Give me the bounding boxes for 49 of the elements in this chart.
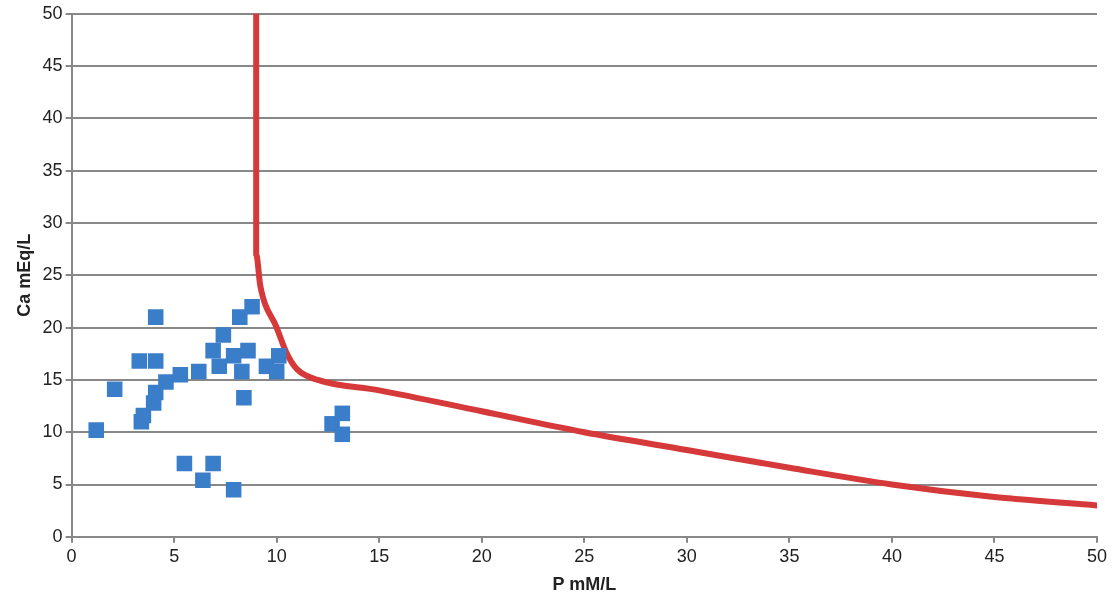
x-tick-label: 0 xyxy=(66,545,77,566)
y-tick-label: 5 xyxy=(52,473,63,494)
x-tick-label: 45 xyxy=(984,545,1005,566)
x-tick-label: 10 xyxy=(266,545,287,566)
x-tick-label: 30 xyxy=(676,545,697,566)
x-tick-label: 20 xyxy=(471,545,492,566)
y-tick-label: 15 xyxy=(42,368,63,389)
x-tick-label: 35 xyxy=(779,545,800,566)
y-tick-label: 35 xyxy=(42,159,63,180)
y-tick-label: 30 xyxy=(42,211,63,232)
point xyxy=(205,455,221,472)
point xyxy=(205,342,221,359)
point xyxy=(234,363,250,380)
y-tick-label: 10 xyxy=(42,421,63,442)
point xyxy=(225,348,242,364)
point xyxy=(244,298,260,315)
point xyxy=(215,327,232,343)
x-tick-label: 25 xyxy=(574,545,595,566)
point xyxy=(190,363,207,380)
point xyxy=(106,381,123,398)
point xyxy=(147,309,164,325)
point xyxy=(225,481,242,498)
point xyxy=(195,472,211,489)
point xyxy=(236,389,252,406)
point xyxy=(240,342,256,359)
x-tick-label: 15 xyxy=(369,545,390,566)
y-tick-label: 50 xyxy=(42,2,63,23)
y-axis-title: Ca mEq/L xyxy=(13,233,34,317)
x-tick-label: 5 xyxy=(169,545,180,566)
point xyxy=(176,455,193,472)
point xyxy=(88,422,105,438)
x-tick-label: 50 xyxy=(1086,545,1108,566)
y-tick-label: 25 xyxy=(42,264,63,285)
point xyxy=(232,309,248,325)
point xyxy=(270,348,287,364)
point xyxy=(211,358,228,375)
point xyxy=(131,353,148,369)
x-tick-label: 40 xyxy=(881,545,902,566)
point xyxy=(268,363,285,380)
point xyxy=(147,353,164,369)
point xyxy=(172,366,189,383)
point xyxy=(158,374,174,390)
y-tick-label: 40 xyxy=(42,107,63,128)
x-axis-title: P mM/L xyxy=(552,574,617,595)
point xyxy=(334,405,351,422)
y-tick-label: 0 xyxy=(52,525,63,546)
point xyxy=(334,426,351,443)
y-tick-label: 20 xyxy=(42,316,63,337)
y-tick-label: 45 xyxy=(42,55,63,76)
